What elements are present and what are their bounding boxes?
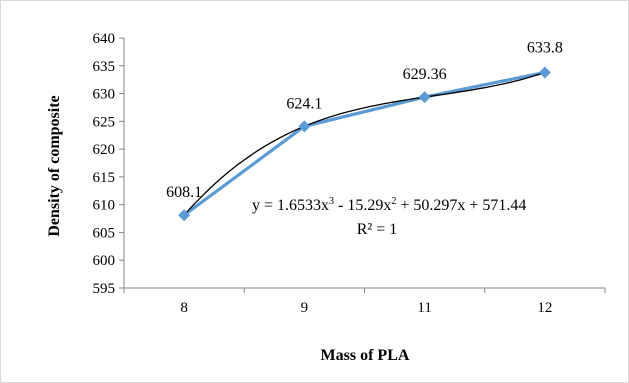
y-axis-title: Density of composite	[46, 95, 63, 236]
y-tick-label: 610	[93, 198, 116, 214]
trendline-equation: y = 1.6533x3 - 15.29x2 + 50.297x + 571.4…	[252, 196, 526, 214]
y-tick-label: 605	[93, 225, 116, 241]
x-tick-label: 8	[180, 300, 188, 316]
trendline-r-squared: R² = 1	[357, 221, 398, 238]
series-line	[183, 70, 546, 217]
data-label: 633.8	[527, 39, 563, 56]
data-label: 624.1	[286, 95, 322, 112]
x-axis-title: Mass of PLA	[321, 347, 410, 364]
y-tick-label: 620	[93, 142, 116, 158]
data-point-marker	[298, 120, 311, 133]
data-point-marker	[538, 66, 551, 79]
y-tick-label: 630	[93, 87, 116, 103]
x-tick-label: 11	[417, 300, 431, 316]
data-label: 629.36	[403, 66, 447, 83]
y-tick-label: 595	[93, 281, 116, 297]
data-point-marker	[418, 91, 431, 104]
y-tick-label: 635	[93, 59, 116, 75]
x-tick-label: 12	[537, 300, 552, 316]
trendline-curve	[183, 71, 546, 216]
y-tick-label: 600	[93, 253, 116, 269]
data-label: 608.1	[166, 184, 202, 201]
y-tick-label: 615	[93, 170, 116, 186]
y-tick-label: 625	[93, 114, 116, 130]
x-tick-label: 9	[301, 300, 309, 316]
y-tick-label: 640	[93, 31, 116, 47]
data-point-marker	[178, 209, 191, 222]
